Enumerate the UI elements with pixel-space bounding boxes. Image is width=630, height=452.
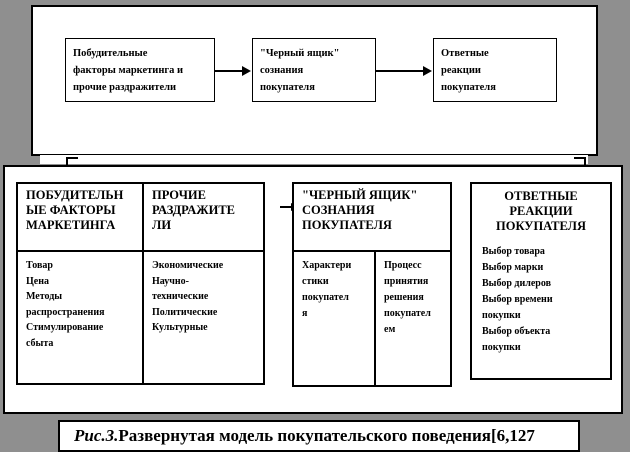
stimuli-table-other-items: Экономические Научно-технические Политич…	[152, 260, 224, 333]
flow-box-marketing-stimuli-label: Побудительные факторы маркетинга и прочи…	[73, 48, 184, 93]
black-box-cell-characteristics: Характери стики покупател я	[294, 252, 376, 385]
figure-caption-box: Рис.3. Развернутая модель покупательского…	[58, 420, 580, 452]
responses-table: ОТВЕТНЫЕ РЕАКЦИИ ПОКУПАТЕЛЯ Выбор товара…	[470, 182, 612, 380]
right-arrow-connector-3	[280, 203, 299, 211]
figure-caption-number: Рис.3.	[74, 426, 119, 445]
stimuli-table-marketing-items: Товар Цена Методы распространения Стимул…	[18, 252, 144, 383]
frame-corner-tick-right	[574, 157, 586, 165]
black-box-cell-decision-process: Процесс принятия решения покупател ем	[384, 260, 431, 335]
figure-caption-text: Развернутая модель покупательского повед…	[118, 426, 535, 445]
flow-box-responses: Ответные реакции покупателя	[433, 38, 557, 102]
flow-box-black-box: "Черный ящик" сознания покупателя	[252, 38, 376, 102]
right-arrow-connector-1	[215, 66, 251, 76]
flow-box-black-box-label: "Черный ящик" сознания покупателя	[260, 48, 340, 93]
black-box-table: "ЧЕРНЫЙ ЯЩИК" СОЗНАНИЯ ПОКУПАТЕЛЯ Характ…	[292, 182, 452, 387]
page-strip	[40, 155, 588, 164]
stimuli-table: ПОБУДИТЕЛЬН ЫЕ ФАКТОРЫ МАРКЕТИНГА ПРОЧИЕ…	[16, 182, 265, 385]
responses-table-items: Выбор товара Выбор марки Выбор дилеров В…	[482, 246, 553, 353]
top-flow-panel: Побудительные факторы маркетинга и прочи…	[31, 5, 598, 156]
detail-panel: ПОБУДИТЕЛЬН ЫЕ ФАКТОРЫ МАРКЕТИНГА ПРОЧИЕ…	[3, 165, 623, 414]
responses-table-header: ОТВЕТНЫЕ РЕАКЦИИ ПОКУПАТЕЛЯ	[496, 189, 586, 233]
stimuli-table-header-marketing: ПОБУДИТЕЛЬН ЫЕ ФАКТОРЫ МАРКЕТИНГА	[18, 184, 144, 252]
flow-box-marketing-stimuli: Побудительные факторы маркетинга и прочи…	[65, 38, 215, 102]
stimuli-table-header-other: ПРОЧИЕ РАЗДРАЖИТЕ ЛИ	[144, 184, 263, 252]
flow-box-responses-label: Ответные реакции покупателя	[441, 48, 496, 93]
black-box-table-header: "ЧЕРНЫЙ ЯЩИК" СОЗНАНИЯ ПОКУПАТЕЛЯ	[294, 184, 450, 252]
right-arrow-connector-2	[376, 66, 432, 76]
frame-corner-tick-left	[66, 157, 78, 165]
